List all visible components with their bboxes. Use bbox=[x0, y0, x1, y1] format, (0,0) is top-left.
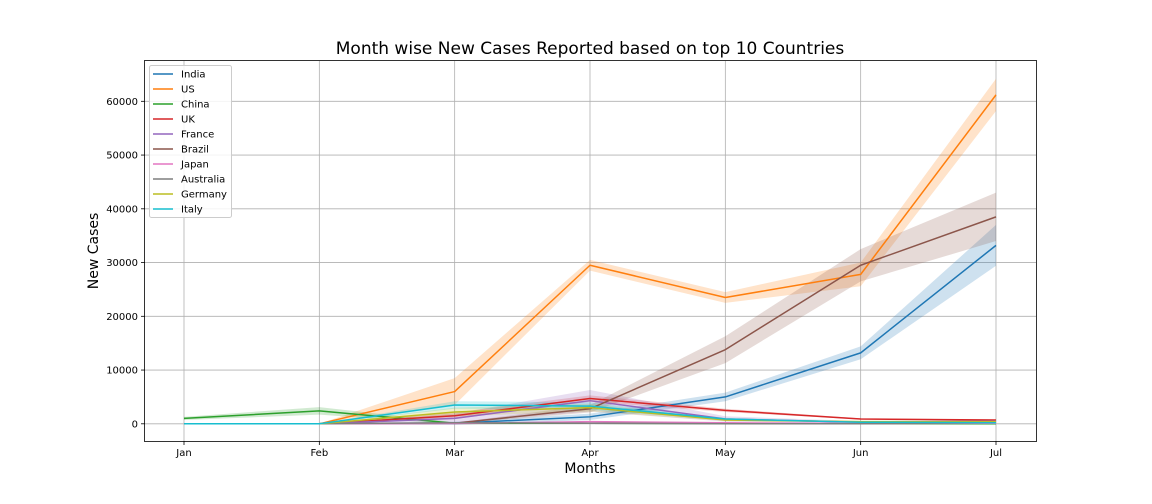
legend-label-japan: Japan bbox=[180, 160, 209, 171]
y-tick-label: 20000 bbox=[106, 312, 138, 323]
confidence-band-germany bbox=[184, 403, 996, 424]
y-tick-label: 60000 bbox=[106, 97, 138, 108]
x-axis: Jan Feb Mar Apr May Jun Jul bbox=[175, 441, 1002, 459]
series-line-italy bbox=[184, 404, 997, 425]
x-tick-label: Jul bbox=[989, 448, 1002, 459]
x-tick-label: Feb bbox=[310, 448, 328, 459]
legend-label-us: US bbox=[181, 85, 195, 96]
y-tick-label: 30000 bbox=[106, 258, 138, 269]
confidence-band-china bbox=[184, 407, 996, 425]
legend-label-italy: Italy bbox=[181, 205, 203, 216]
legend-label-france: France bbox=[181, 130, 214, 141]
x-tick-label: Jun bbox=[852, 448, 869, 459]
y-tick-label: 50000 bbox=[106, 151, 138, 162]
x-tick-label: Apr bbox=[581, 448, 599, 459]
plot-frame bbox=[144, 60, 1037, 442]
y-tick-label: 10000 bbox=[106, 366, 138, 377]
legend-label-australia: Australia bbox=[181, 175, 225, 186]
series-lines bbox=[183, 94, 997, 425]
legend-label-india: India bbox=[181, 70, 206, 81]
legend-label-brazil: Brazil bbox=[181, 145, 209, 156]
y-tick-label: 40000 bbox=[106, 204, 138, 215]
x-tick-label: Mar bbox=[445, 448, 465, 459]
x-tick-label: Jan bbox=[175, 448, 191, 459]
y-axis: 0 10000 20000 30000 40000 50000 60000 bbox=[106, 97, 145, 430]
x-axis-label: Months bbox=[564, 461, 615, 477]
y-axis-label: New Cases bbox=[86, 213, 102, 290]
legend-label-china: China bbox=[181, 100, 210, 111]
legend-label-uk: UK bbox=[181, 115, 195, 126]
legend: India US China UK France Brazil Japan Australia… bbox=[149, 65, 232, 218]
x-tick-label: May bbox=[715, 448, 736, 459]
chart-title: Month wise New Cases Reported based on t… bbox=[336, 39, 845, 59]
y-tick-label: 0 bbox=[132, 419, 138, 430]
confidence-band-france bbox=[184, 389, 996, 424]
legend-label-germany: Germany bbox=[181, 190, 227, 201]
